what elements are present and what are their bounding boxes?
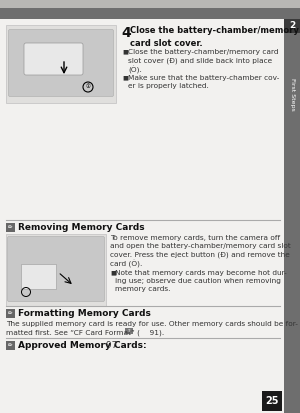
Text: ✏: ✏ [8,311,13,316]
Text: ■: ■ [122,49,128,54]
Text: Note that memory cards may become hot dur-
ing use; observe due caution when rem: Note that memory cards may become hot du… [115,270,287,292]
Text: The supplied memory card is ready for use. Other memory cards should be for-
mat: The supplied memory card is ready for us… [6,321,298,335]
Text: Ξ: Ξ [128,329,130,333]
Text: Make sure that the battery-chamber cov-
er is properly latched.: Make sure that the battery-chamber cov- … [128,75,279,89]
Bar [21,264,56,289]
Bar [6,223,15,232]
Bar [262,391,282,411]
Bar [0,8,300,19]
FancyBboxPatch shape [24,43,83,75]
Text: Close the battery-chamber/memory
card slot cover.: Close the battery-chamber/memory card sl… [130,26,299,47]
Text: Removing Memory Cards: Removing Memory Cards [18,223,145,233]
Text: 97: 97 [103,342,117,351]
Text: ■: ■ [110,270,116,275]
FancyBboxPatch shape [8,237,104,301]
Text: ✏: ✏ [8,225,13,230]
Text: To remove memory cards, turn the camera off
and open the battery-chamber/memory : To remove memory cards, turn the camera … [110,235,291,268]
Text: 25: 25 [265,396,279,406]
Text: Approved Memory Cards:: Approved Memory Cards: [18,342,147,351]
Bar [125,328,133,334]
Bar [6,234,106,306]
Bar [0,0,300,8]
Text: 4: 4 [121,26,131,40]
Text: ✏: ✏ [8,343,13,348]
Bar [6,341,15,350]
Bar [6,25,116,103]
Text: ①: ① [85,85,90,90]
Bar [284,19,300,33]
Bar [284,19,300,413]
Text: 2: 2 [289,21,295,31]
Text: Formatting Memory Cards: Formatting Memory Cards [18,309,151,318]
Text: First Steps: First Steps [290,78,295,111]
FancyBboxPatch shape [8,29,113,97]
Text: ■: ■ [122,75,128,80]
Text: Close the battery-chamber/memory card
slot cover (Ð) and slide back into place
(: Close the battery-chamber/memory card sl… [128,49,278,74]
Bar [6,309,15,318]
